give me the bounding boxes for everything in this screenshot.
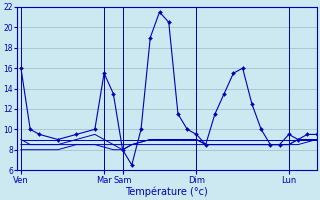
X-axis label: Température (°c): Température (°c) [125, 186, 208, 197]
